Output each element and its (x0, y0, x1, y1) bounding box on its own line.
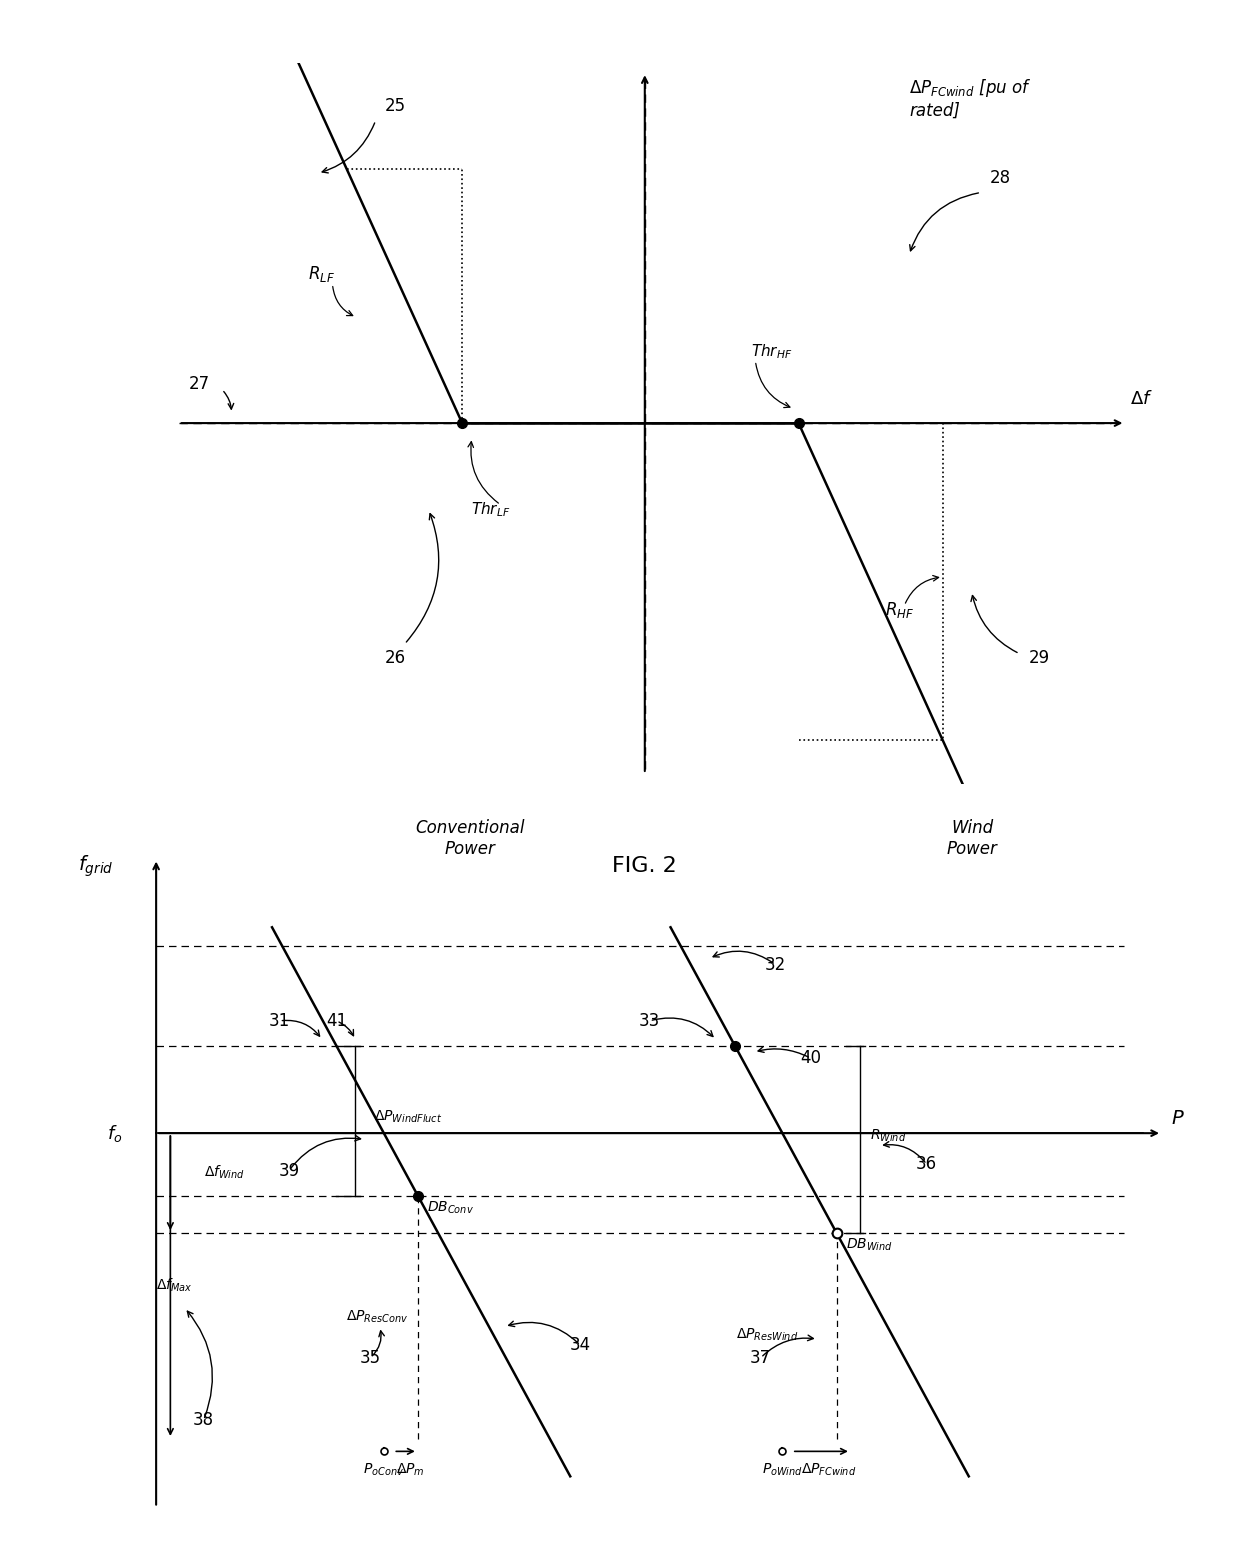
Text: $\Delta f_{Max}$: $\Delta f_{Max}$ (156, 1276, 192, 1293)
Text: $\Delta P_{ResWind}$: $\Delta P_{ResWind}$ (737, 1327, 799, 1343)
Text: $\Delta f_{Wind}$: $\Delta f_{Wind}$ (203, 1164, 244, 1182)
Text: 29: 29 (1028, 649, 1049, 668)
Text: 36: 36 (916, 1155, 937, 1174)
Text: $P$: $P$ (1172, 1109, 1185, 1128)
Text: $\Delta f$: $\Delta f$ (1130, 390, 1153, 407)
Text: $P_{oConv}$: $P_{oConv}$ (363, 1460, 404, 1478)
Text: $R_{HF}$: $R_{HF}$ (885, 600, 914, 621)
Text: 26: 26 (384, 649, 405, 668)
Text: 28: 28 (990, 169, 1011, 186)
Text: $\Delta P_{FCwind}$: $\Delta P_{FCwind}$ (801, 1460, 856, 1478)
Text: $DB_{Wind}$: $DB_{Wind}$ (846, 1236, 893, 1254)
Text: $\Delta P_m$: $\Delta P_m$ (396, 1460, 424, 1478)
Text: $\Delta P_{ResConv}$: $\Delta P_{ResConv}$ (346, 1308, 408, 1324)
Text: 39: 39 (279, 1161, 300, 1180)
Text: 27: 27 (188, 376, 210, 393)
Text: $P_{oWind}$: $P_{oWind}$ (761, 1460, 802, 1478)
Text: 41: 41 (326, 1012, 347, 1030)
Text: $f_o$: $f_o$ (108, 1122, 123, 1144)
Text: 37: 37 (750, 1349, 771, 1366)
Text: 38: 38 (193, 1412, 215, 1429)
Text: $Thr_{HF}$: $Thr_{HF}$ (750, 342, 792, 360)
Text: 32: 32 (765, 956, 786, 973)
Text: Conventional
Power: Conventional Power (415, 820, 525, 859)
Text: $f_{grid}$: $f_{grid}$ (78, 854, 113, 879)
Text: 34: 34 (570, 1337, 591, 1354)
Text: $DB_{Conv}$: $DB_{Conv}$ (428, 1199, 474, 1216)
Text: FIG. 2: FIG. 2 (613, 856, 677, 876)
Text: 33: 33 (639, 1012, 660, 1030)
Text: $R_{LF}$: $R_{LF}$ (309, 263, 335, 284)
Text: $\Delta P_{WindFluct}$: $\Delta P_{WindFluct}$ (374, 1109, 443, 1125)
Text: 25: 25 (384, 97, 405, 114)
Text: $R_{Wind}$: $R_{Wind}$ (869, 1127, 906, 1144)
Text: $\Delta P_{FCwind}$ [pu of
rated]: $\Delta P_{FCwind}$ [pu of rated] (909, 77, 1032, 121)
Text: 40: 40 (800, 1050, 821, 1067)
Text: 35: 35 (360, 1349, 381, 1366)
Text: 31: 31 (269, 1012, 290, 1030)
Text: Wind
Power: Wind Power (946, 820, 998, 859)
Text: $Thr_{LF}$: $Thr_{LF}$ (471, 500, 511, 519)
